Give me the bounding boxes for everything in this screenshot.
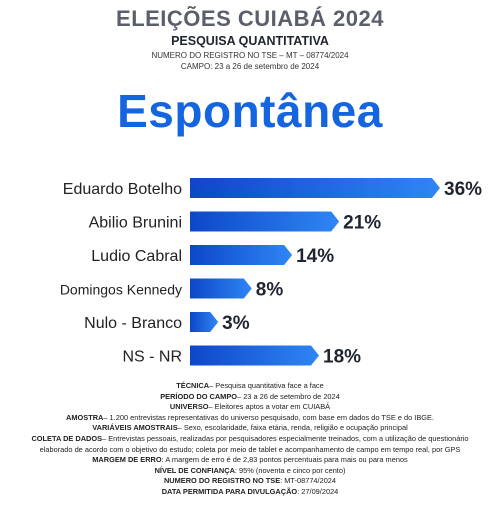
category-label: Ludio Cabral xyxy=(91,248,182,265)
note-line: COLETA DE DADOS– Entrevistas pessoais, r… xyxy=(20,434,480,455)
value-label: 8% xyxy=(256,280,284,301)
bar xyxy=(190,312,219,332)
note-line: VARIÁVEIS AMOSTRAIS– Sexo, escolaridade,… xyxy=(20,423,480,434)
fieldwork-line: CAMPO: 23 a 26 de setembro de 2024 xyxy=(180,62,320,71)
note-label: TÉCNICA xyxy=(176,381,210,390)
note-text: – Pesquisa quantitativa face a face xyxy=(209,381,324,390)
category-label: Nulo - Branco xyxy=(84,315,182,332)
category-label: Eduardo Botelho xyxy=(63,181,182,198)
note-text: – 1.200 entrevistas representativas do u… xyxy=(103,412,434,422)
registration-line: NUMERO DO REGISTRO NO TSE – MT – 08774/2… xyxy=(151,51,349,60)
note-label: VARIÁVEIS AMOSTRAIS xyxy=(92,423,178,433)
note-label: AMOSTRA xyxy=(66,412,104,422)
value-label: 36% xyxy=(444,179,482,200)
poll-title: ELEIÇÕES CUIABÁ 2024 xyxy=(116,6,384,31)
note-line: NUMERO DO REGISTRO NO TSE: MT-08774/2024 xyxy=(20,476,480,487)
note-text: – Eleitores aptos a votar em CUIABÁ xyxy=(208,402,331,412)
value-label: 14% xyxy=(296,246,334,267)
note-text: : MT-08774/2024 xyxy=(280,476,337,486)
note-line: MARGEM DE ERRO: A margem de erro é de 2,… xyxy=(20,455,480,466)
note-label: COLETA DE DADOS xyxy=(31,433,103,443)
category-label: Domingos Kennedy xyxy=(60,282,182,298)
bar xyxy=(190,278,252,299)
chart-title: Espontânea xyxy=(117,85,383,137)
note-label: MARGEM DE ERRO xyxy=(92,455,162,465)
methodology-notes: TÉCNICA– Pesquisa quantitativa face a fa… xyxy=(20,381,480,498)
note-label: DATA PERMITIDA PARA DIVULGAÇÃO xyxy=(161,486,298,496)
bar xyxy=(190,245,293,265)
note-line: DATA PERMITIDA PARA DIVULGAÇÃO: 27/09/20… xyxy=(20,487,480,498)
note-line: NÍVEL DE CONFIANÇA: 95% (noventa e cinco… xyxy=(20,466,480,477)
poll-subtitle: PESQUISA QUANTITATIVA xyxy=(171,34,329,48)
note-line: PERÍODO DO CAMPO– 23 a 26 de setembro de… xyxy=(20,392,480,403)
note-label: UNIVERSO xyxy=(169,402,209,412)
bar xyxy=(190,345,319,366)
note-line: AMOSTRA– 1.200 entrevistas representativ… xyxy=(20,413,480,424)
bar-chart: Eduardo Botelho 36% Abilio Brunini 21% Ludio… xyxy=(60,178,482,368)
category-label: Abilio Brunini xyxy=(89,215,182,232)
value-label: 21% xyxy=(343,213,381,234)
note-line: TÉCNICA– Pesquisa quantitativa face a fa… xyxy=(20,381,480,392)
note-text: : A margem de erro é de 2,83 pontos perc… xyxy=(161,455,408,465)
note-label: NÍVEL DE CONFIANÇA xyxy=(154,465,235,475)
value-label: 18% xyxy=(323,347,361,368)
note-text: : 27/09/2024 xyxy=(297,486,339,496)
value-label: 3% xyxy=(222,313,250,334)
note-label: NUMERO DO REGISTRO NO TSE xyxy=(163,476,281,486)
note-text: – 23 a 26 de setembro de 2024 xyxy=(237,391,340,401)
bar xyxy=(190,178,440,198)
category-label: NS - NR xyxy=(122,349,182,366)
note-text: – Entrevistas pessoais, realizadas por p… xyxy=(39,433,469,454)
note-text: – Sexo, escolaridade, faixa etária, rend… xyxy=(177,423,408,433)
bar xyxy=(190,211,340,232)
note-text: : 95% (noventa e cinco por cento) xyxy=(234,465,346,475)
note-label: PERÍODO DO CAMPO xyxy=(160,391,238,401)
note-line: UNIVERSO– Eleitores aptos a votar em CUI… xyxy=(20,402,480,413)
